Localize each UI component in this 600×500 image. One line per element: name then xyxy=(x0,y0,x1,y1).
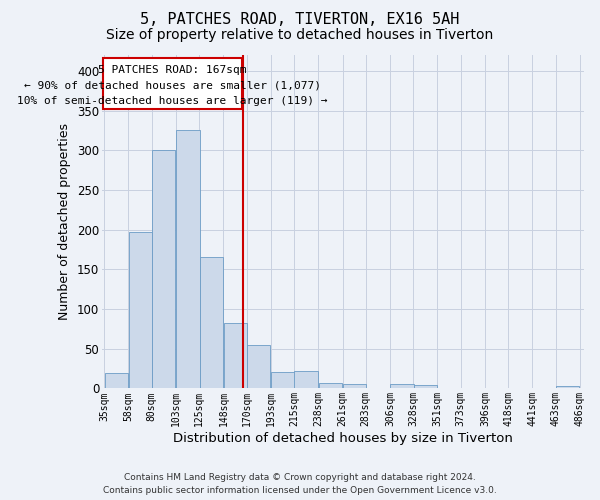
Text: 10% of semi-detached houses are larger (119) →: 10% of semi-detached houses are larger (… xyxy=(17,96,328,106)
Bar xyxy=(319,383,342,388)
Bar xyxy=(176,130,200,388)
Bar xyxy=(271,372,295,388)
X-axis label: Distribution of detached houses by size in Tiverton: Distribution of detached houses by size … xyxy=(173,432,513,445)
Text: 5, PATCHES ROAD, TIVERTON, EX16 5AH: 5, PATCHES ROAD, TIVERTON, EX16 5AH xyxy=(140,12,460,28)
Bar xyxy=(556,386,580,388)
Bar xyxy=(224,322,247,388)
Text: ← 90% of detached houses are smaller (1,077): ← 90% of detached houses are smaller (1,… xyxy=(24,80,321,90)
Bar xyxy=(129,232,152,388)
Bar xyxy=(295,371,318,388)
FancyBboxPatch shape xyxy=(103,58,242,109)
Bar xyxy=(413,385,437,388)
Text: Size of property relative to detached houses in Tiverton: Size of property relative to detached ho… xyxy=(106,28,494,42)
Bar xyxy=(152,150,175,388)
Text: 5 PATCHES ROAD: 167sqm: 5 PATCHES ROAD: 167sqm xyxy=(98,64,247,74)
Y-axis label: Number of detached properties: Number of detached properties xyxy=(58,123,71,320)
Text: Contains HM Land Registry data © Crown copyright and database right 2024.
Contai: Contains HM Land Registry data © Crown c… xyxy=(103,473,497,495)
Bar xyxy=(247,345,271,389)
Bar xyxy=(391,384,414,388)
Bar xyxy=(104,372,128,388)
Bar xyxy=(200,256,223,388)
Bar xyxy=(343,384,367,388)
